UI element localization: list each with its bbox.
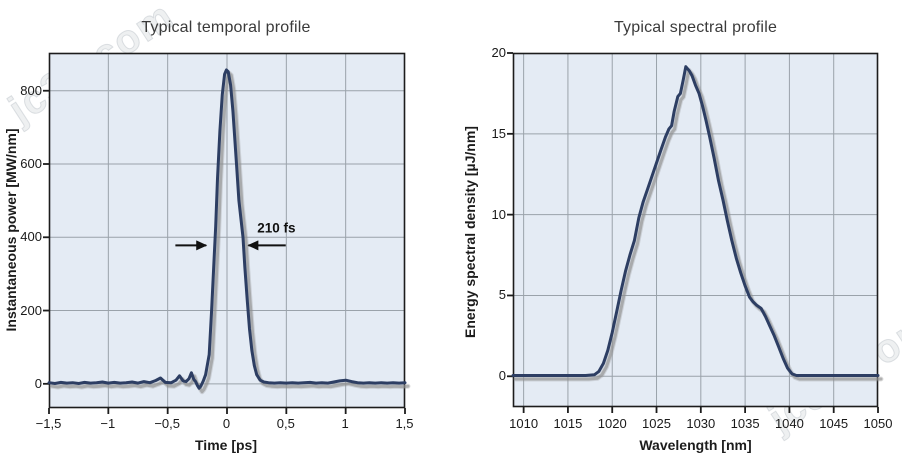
x-tick-label: 1030 — [686, 416, 716, 431]
y-tick-label: 600 — [20, 156, 42, 171]
x-tick-label: −0,5 — [154, 416, 180, 431]
y-tick-label: 5 — [498, 287, 506, 303]
y-tick-label: 15 — [491, 125, 506, 141]
curve-shadow — [514, 68, 883, 381]
chart-title: Typical temporal profile — [141, 19, 311, 36]
x-axis-label: Wavelength [nm] — [639, 437, 752, 453]
y-tick-label: 0 — [34, 375, 42, 391]
x-tick-label: 1015 — [553, 416, 583, 431]
x-tick-label: 1010 — [509, 416, 539, 431]
x-tick-label: 1 — [341, 416, 349, 431]
x-tick-label: 0 — [222, 416, 231, 431]
x-tick-label: 0,5 — [276, 416, 295, 431]
energy-spectral-density-curve — [511, 65, 880, 377]
chart-title: Typical spectral profile — [613, 19, 778, 36]
plot-svg — [42, 52, 410, 414]
y-tick-label: 800 — [20, 82, 42, 98]
x-tick-label: −1,5 — [35, 416, 62, 431]
x-axis-label: Time [ps] — [195, 437, 257, 453]
plot-border — [48, 52, 405, 409]
x-tick-label: 1025 — [642, 416, 671, 431]
x-tick-label: −1 — [100, 416, 116, 431]
x-tick-label: 1035 — [730, 416, 760, 431]
x-tick-label: 1050 — [863, 416, 893, 431]
x-tick-label: 1,5 — [395, 416, 414, 431]
y-tick-label: 0 — [498, 368, 506, 384]
curve-shadow — [50, 71, 409, 394]
plot-area — [507, 52, 884, 413]
instantaneous-power-curve — [47, 68, 406, 390]
y-tick-label: 200 — [20, 302, 42, 318]
fwhm-annotation: 210 fs — [257, 220, 296, 236]
plot-area — [42, 52, 410, 414]
x-tick-label: 1040 — [774, 416, 804, 431]
y-tick-label: 10 — [491, 206, 506, 222]
plot-border — [512, 52, 879, 408]
x-tick-label: 1045 — [819, 416, 849, 431]
x-tick-label: 1020 — [597, 416, 627, 431]
curve-shadow-blur — [513, 67, 884, 382]
plot-svg — [507, 52, 884, 413]
y-tick-label: 400 — [20, 229, 42, 245]
y-tick-label: 20 — [491, 45, 506, 60]
